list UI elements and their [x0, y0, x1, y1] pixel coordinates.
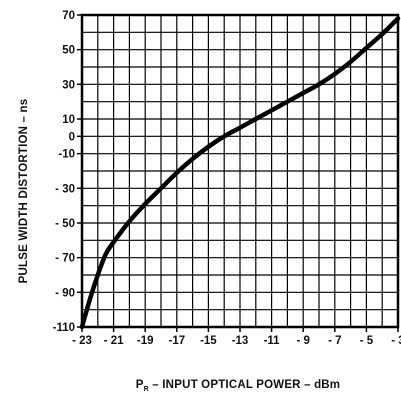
y-tick-label: 30	[62, 79, 75, 91]
y-tick-label: - 90	[55, 287, 75, 299]
x-tick-label: -15	[200, 335, 217, 347]
x-tick-label: -17	[168, 335, 185, 347]
x-tick-label: -11	[264, 335, 281, 347]
x-tick-label: - 9	[296, 335, 309, 347]
x-tick-label: - 21	[104, 335, 124, 347]
distortion-curve	[79, 16, 401, 330]
x-tick-label: - 7	[328, 335, 341, 347]
x-tick-label: - 3	[391, 335, 401, 347]
y-tick-label: 50	[62, 45, 75, 57]
y-tick-label: - 70	[55, 253, 75, 265]
x-axis-title: PR – INPUT OPTICAL POWER – dBm	[136, 379, 340, 393]
x-tick-label: -19	[137, 335, 154, 347]
y-tick-label: - 30	[55, 183, 75, 195]
y-tick-label: - 50	[55, 218, 75, 230]
plot-frame	[80, 13, 400, 329]
x-tick-label: -13	[232, 335, 249, 347]
y-tick-label: 70	[62, 10, 75, 22]
y-tick-label: 0	[69, 131, 75, 143]
tick-labels: 70 50 30 10 0 -10 - 30 - 50 - 70 - 90 -110- 23 - 21…	[53, 10, 401, 347]
x-tick-label: - 23	[72, 335, 92, 347]
grid	[77, 14, 399, 332]
y-tick-label: -10	[58, 149, 75, 161]
x-tick-label: - 5	[360, 335, 374, 347]
y-tick-label: 10	[62, 114, 75, 126]
y-tick-label: -110	[53, 322, 75, 334]
y-axis-title: PULSE WIDTH DISTORTION – ns	[18, 99, 30, 284]
